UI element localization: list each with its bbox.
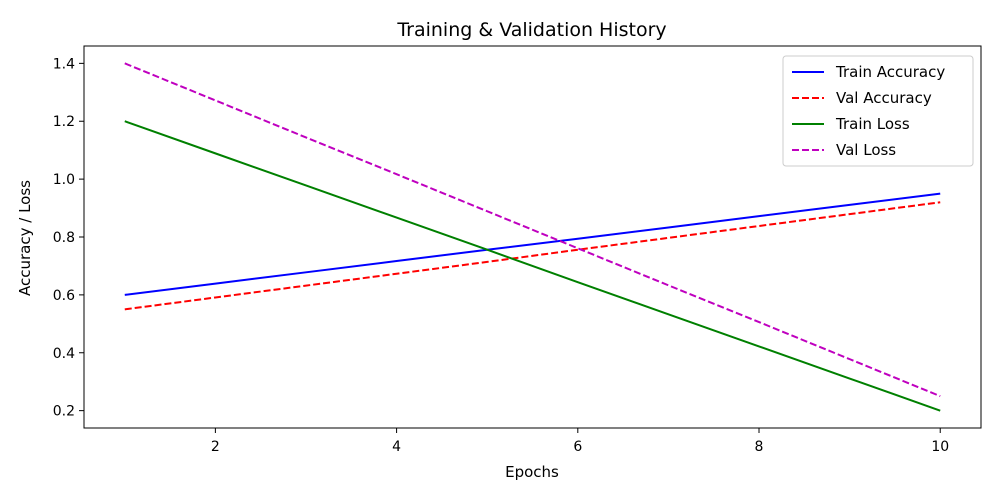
- legend: Train Accuracy Val Accuracy Train Loss Val …: [782, 55, 974, 167]
- plot-area: [124, 62, 941, 412]
- y-tick-label: 0.6: [53, 288, 75, 304]
- legend-label-val-loss: Val Loss: [836, 141, 896, 159]
- y-axis-label: Accuracy / Loss: [16, 180, 34, 296]
- series-line-train-loss: [124, 120, 941, 412]
- y-tick-label: 1.2: [53, 114, 75, 130]
- chart-title: Training & Validation History: [396, 19, 666, 41]
- y-tick-label: 1.0: [53, 172, 75, 188]
- series-line-train-accuracy: [124, 192, 941, 296]
- x-tick-label: 8: [755, 439, 764, 455]
- x-axis-label: Epochs: [505, 463, 559, 481]
- x-tick-label: 10: [931, 439, 949, 455]
- y-tick-label: 0.4: [53, 346, 75, 362]
- x-tick-label: 2: [211, 439, 220, 455]
- x-tick-label: 6: [573, 439, 582, 455]
- legend-label-train-loss: Train Loss: [835, 115, 910, 133]
- series-line-val-accuracy: [124, 201, 941, 311]
- y-tick-label: 1.4: [53, 56, 75, 72]
- y-tick-label: 0.8: [53, 230, 75, 246]
- y-tick-label: 0.2: [53, 404, 75, 420]
- legend-label-val-accuracy: Val Accuracy: [836, 89, 932, 107]
- x-tick-label: 4: [392, 439, 401, 455]
- legend-label-train-accuracy: Train Accuracy: [835, 63, 945, 81]
- series-line-val-loss: [124, 62, 941, 398]
- axes: 2 4 6 8 10 0.2 0.4 0.6 0.8 1.0 1.2 1.4: [53, 45, 982, 455]
- legend-box: [782, 55, 974, 167]
